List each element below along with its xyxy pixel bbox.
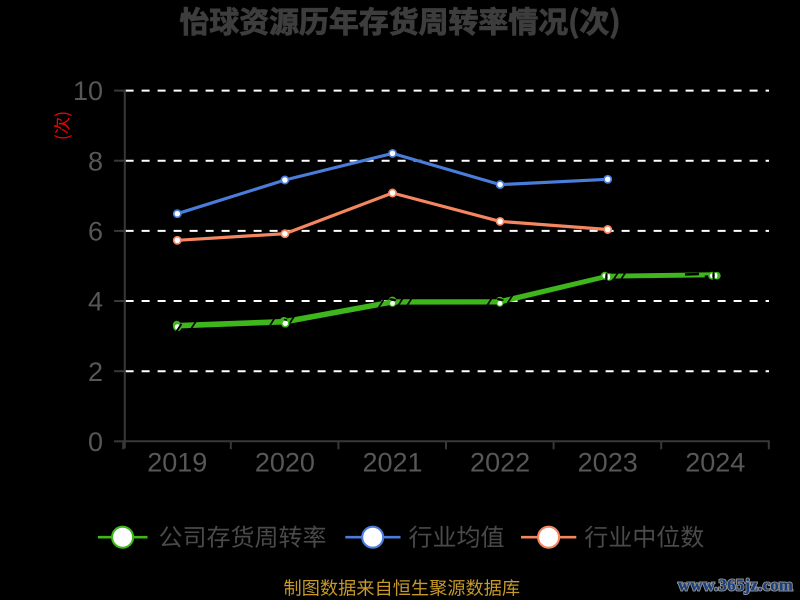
svg-text:4: 4 [88, 287, 103, 317]
svg-text:www.365jz.com: www.365jz.com [678, 576, 793, 595]
svg-text:0: 0 [88, 427, 103, 457]
svg-text:www.365jz.com: www.365jz.com [678, 576, 793, 595]
svg-text:6: 6 [88, 217, 103, 247]
svg-text:2019: 2019 [147, 448, 207, 478]
svg-text:2: 2 [88, 357, 103, 387]
svg-text:2023: 2023 [578, 448, 638, 478]
svg-text:10: 10 [73, 76, 103, 106]
svg-text:2022: 2022 [470, 448, 530, 478]
svg-text:2020: 2020 [255, 448, 315, 478]
svg-text:2024: 2024 [685, 448, 745, 478]
svg-text:8: 8 [88, 146, 103, 176]
svg-text:2021: 2021 [362, 448, 422, 478]
